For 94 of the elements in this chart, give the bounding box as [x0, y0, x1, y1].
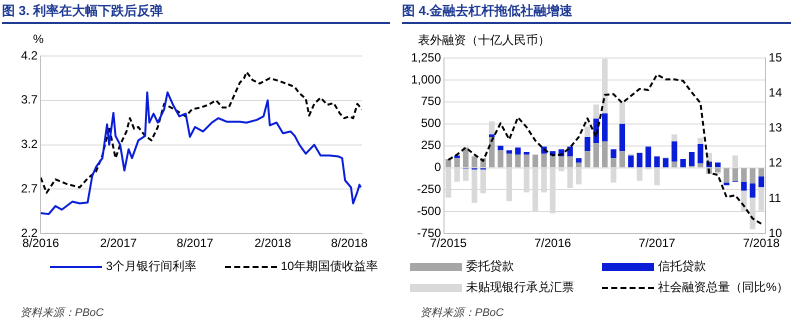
bar: [584, 151, 590, 168]
bar: [584, 137, 590, 152]
bar: [654, 156, 660, 168]
legend-label: 3个月银行间利率: [106, 258, 197, 275]
x-tick-label: 7/2017: [638, 236, 676, 250]
bar: [628, 155, 634, 168]
chart-title: 图 3. 利率在大幅下跌后反弹: [2, 2, 390, 24]
chart-title: 图 4.金融去杠杆拖低社融增速: [402, 2, 791, 24]
bar: [672, 134, 678, 142]
bar: [750, 184, 756, 198]
text: 资料来源：PBoC: [20, 306, 104, 320]
bar: [758, 176, 764, 188]
bar: [454, 158, 460, 168]
bar: [446, 158, 452, 168]
legend-label: 未贴现银行承兑汇票: [466, 279, 574, 296]
bar: [698, 144, 704, 164]
bar: [715, 162, 721, 168]
bar: [506, 154, 512, 168]
bar: [532, 154, 538, 168]
y-tick-label: -500: [417, 204, 442, 218]
bar: [498, 150, 504, 168]
y2-tick-label: 12: [768, 156, 782, 170]
y-axis-title: %: [33, 32, 44, 46]
bar: [698, 138, 704, 144]
line-series: [447, 74, 762, 225]
bar: [610, 149, 616, 158]
bar: [506, 150, 512, 154]
bar: [732, 168, 738, 181]
bar: [688, 152, 695, 166]
bar: [698, 163, 704, 168]
bar: [672, 162, 678, 168]
bar: [724, 168, 730, 183]
legend-label: 社会融资总量（同比%）: [658, 279, 789, 296]
x-tick-label: 2/2018: [254, 236, 292, 250]
bar: [558, 156, 564, 168]
bar: [524, 154, 530, 168]
bar: [584, 126, 590, 138]
bar: [672, 141, 678, 162]
bar: [610, 158, 616, 168]
y2-tick-label: 11: [768, 190, 782, 205]
bar: [567, 156, 573, 168]
y-axis-title: 表外融资（十亿人民币）: [418, 32, 550, 49]
x-tick-label: 8/2016: [22, 236, 60, 250]
bar: [724, 182, 730, 186]
bar: [619, 124, 626, 152]
text: 资料来源：PBoC: [420, 306, 504, 320]
y-tick-label: 4.2: [20, 48, 38, 62]
bar: [498, 146, 504, 150]
legend-label: 委托贷款: [466, 258, 514, 275]
bar: [619, 151, 626, 168]
bar: [758, 168, 764, 177]
bar: [462, 148, 469, 168]
bar: [524, 152, 530, 155]
bar: [593, 143, 599, 168]
bar: [662, 158, 669, 168]
bar: [576, 158, 582, 162]
y2-tick-label: 14: [768, 85, 782, 100]
bar: [550, 155, 556, 168]
bar: [576, 162, 582, 168]
bar: [515, 154, 521, 168]
y-tick-label: 2.7: [20, 182, 38, 196]
y2-tick-label: 15: [768, 50, 782, 64]
bar: [680, 158, 686, 168]
y-tick-label: 3.7: [20, 92, 38, 107]
y-tick-label: -250: [417, 182, 442, 196]
y-tick-label: 1,000: [411, 72, 442, 86]
bar: [489, 134, 495, 138]
bar: [567, 146, 573, 156]
bar: [515, 148, 521, 155]
bar: [602, 113, 608, 142]
x-tick-label: 2/2017: [100, 236, 138, 250]
y-tick-label: 750: [421, 94, 442, 108]
bar: [750, 168, 756, 184]
x-tick-label: 7/2016: [534, 236, 572, 250]
bar: [593, 104, 599, 119]
y-tick-label: 1,250: [411, 50, 442, 64]
x-tick-label: 8/2018: [330, 236, 368, 250]
legend-label: 信托贷款: [658, 258, 706, 275]
bar: [741, 182, 747, 191]
bar: [602, 141, 608, 168]
y-tick-label: 3.2: [20, 137, 38, 152]
bar: [454, 155, 460, 158]
bar: [541, 154, 547, 168]
bar: [472, 156, 478, 168]
legend-label: 10年期国债收益率: [280, 258, 378, 275]
bar: [636, 152, 642, 168]
y-tick-label: 0: [434, 160, 442, 174]
bar: [645, 146, 652, 168]
x-tick-label: 8/2017: [176, 236, 214, 250]
bar: [741, 168, 747, 182]
line-series: [40, 70, 362, 194]
y-tick-label: 250: [421, 138, 442, 152]
y2-tick-label: 13: [768, 120, 782, 135]
y-tick-label: 500: [421, 116, 442, 130]
